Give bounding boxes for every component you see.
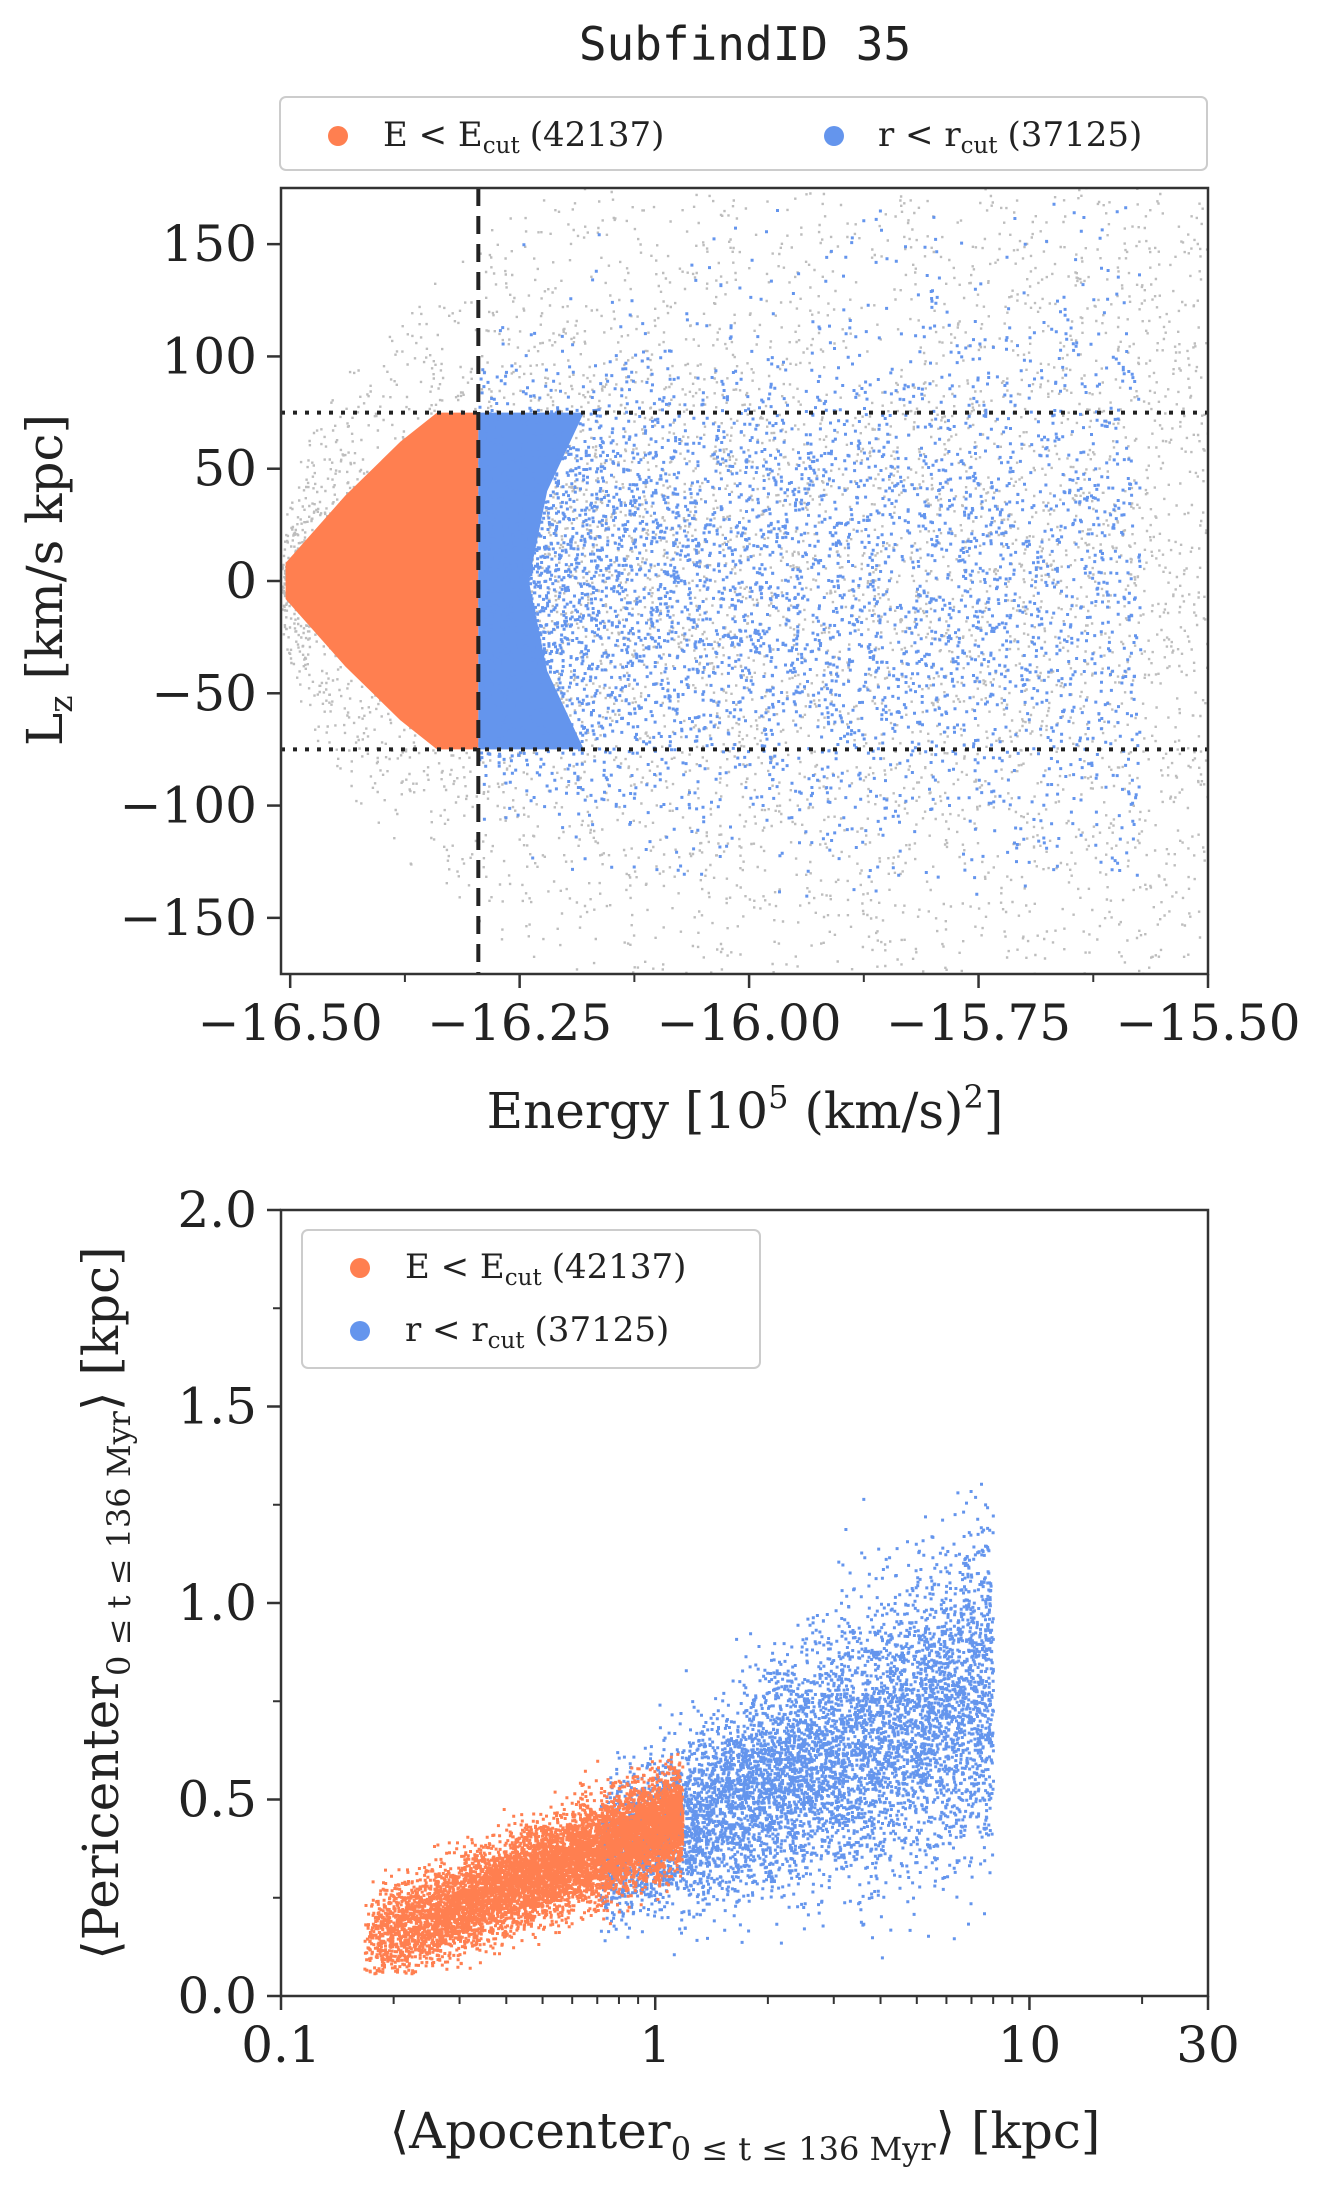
legend-radius-entry: r < rcut (37125) xyxy=(878,115,1142,159)
legend-radius-label: r < r xyxy=(878,115,961,155)
bottom-x-axis-label: ⟨Apocenter0 ≤ t ≤ 136 Myr⟩ [kpc] xyxy=(390,2102,1101,2168)
bottom-energy-cut-points xyxy=(363,1752,685,1976)
top-x-tick-label: −15.75 xyxy=(886,994,1071,1052)
bottom-x-tick-label: 0.1 xyxy=(241,2016,321,2074)
top-x-axis-label: Energy [105 (km/s)2] xyxy=(487,1078,1004,1140)
figure-title: SubfindID 35 xyxy=(579,17,911,71)
bottom-scatter xyxy=(363,1482,995,1976)
bottom-legend-radius-marker xyxy=(350,1321,370,1341)
legend-radius-marker xyxy=(824,126,844,146)
top-y-tick-label: 0 xyxy=(225,552,257,610)
bottom-y-tick-label: 2.0 xyxy=(177,1181,257,1239)
top-x-axis: −16.50 −16.25 −16.00 −15.75 −15.50 xyxy=(198,974,1301,1052)
legend-energy-entry: E < Ecut (42137) xyxy=(383,115,664,159)
top-y-tick-label: 150 xyxy=(162,215,257,273)
legend-radius-sub: cut xyxy=(961,133,999,159)
top-legend-frame xyxy=(279,96,1208,171)
top-x-tick-label: −16.50 xyxy=(198,994,383,1052)
bottom-legend-frame xyxy=(301,1229,761,1369)
legend-energy-label: E < E xyxy=(383,115,483,155)
top-y-tick-label: 50 xyxy=(193,440,257,498)
bottom-panel: 0.1 1 10 30 0.0 0.5 1.0 1.5 2.0 E < Ecut (42137)… xyxy=(72,1181,1240,2168)
bottom-orange-particles xyxy=(363,1752,685,1976)
bottom-legend-energy-entry: E < Ecut (42137) xyxy=(405,1247,686,1291)
legend-energy-sub: cut xyxy=(483,133,521,159)
top-y-axis: −150 −100 −50 0 50 100 150 xyxy=(120,215,281,947)
top-legend: E < Ecut (42137) r < rcut (37125) xyxy=(279,96,1208,171)
top-panel: −16.50 −16.25 −16.00 −15.75 −15.50 −150−100−… xyxy=(16,186,1301,1140)
top-y-tick-label: 100 xyxy=(162,327,257,385)
top-energy-cut-region xyxy=(285,412,479,750)
top-scatter xyxy=(281,188,1208,974)
top-x-tick-label: −15.50 xyxy=(1115,994,1300,1052)
top-y-tick-label: −100 xyxy=(120,777,257,835)
top-y-axis-label: Lz [km/s kpc] xyxy=(16,414,80,746)
top-y-tick-label: −50 xyxy=(151,664,257,722)
legend-energy-count: (42137) xyxy=(530,115,665,155)
bottom-legend-radius-entry: r < rcut (37125) xyxy=(405,1310,669,1354)
bottom-y-tick-label: 1.5 xyxy=(177,1378,257,1436)
bottom-legend-energy-marker xyxy=(350,1258,370,1278)
bottom-y-tick-label: 0.0 xyxy=(177,1967,257,2025)
top-x-tick-label: −16.25 xyxy=(427,994,612,1052)
bottom-radius-cut-points xyxy=(599,1482,995,1960)
top-x-tick-label: −16.00 xyxy=(657,994,842,1052)
bottom-x-tick-label: 30 xyxy=(1176,2016,1240,2074)
bottom-x-tick-label: 10 xyxy=(998,2016,1062,2074)
legend-energy-marker xyxy=(328,126,348,146)
bottom-y-axis: 0.0 0.5 1.0 1.5 2.0 xyxy=(177,1181,281,2025)
bottom-y-axis-label: ⟨Pericenter0 ≤ t ≤ 136 Myr⟩ [kpc] xyxy=(72,1246,138,1959)
bottom-y-tick-label: 1.0 xyxy=(177,1574,257,1632)
legend-radius-count: (37125) xyxy=(1008,115,1143,155)
bottom-x-axis: 0.1 1 10 30 xyxy=(241,1996,1240,2074)
top-y-tick-label: −150 xyxy=(120,889,257,947)
bottom-x-tick-label: 1 xyxy=(639,2016,671,2074)
bottom-y-tick-label: 0.5 xyxy=(177,1771,257,1829)
bottom-legend: E < Ecut (42137) r < rcut (37125) xyxy=(301,1229,761,1369)
bottom-blue-particles xyxy=(599,1482,995,1960)
